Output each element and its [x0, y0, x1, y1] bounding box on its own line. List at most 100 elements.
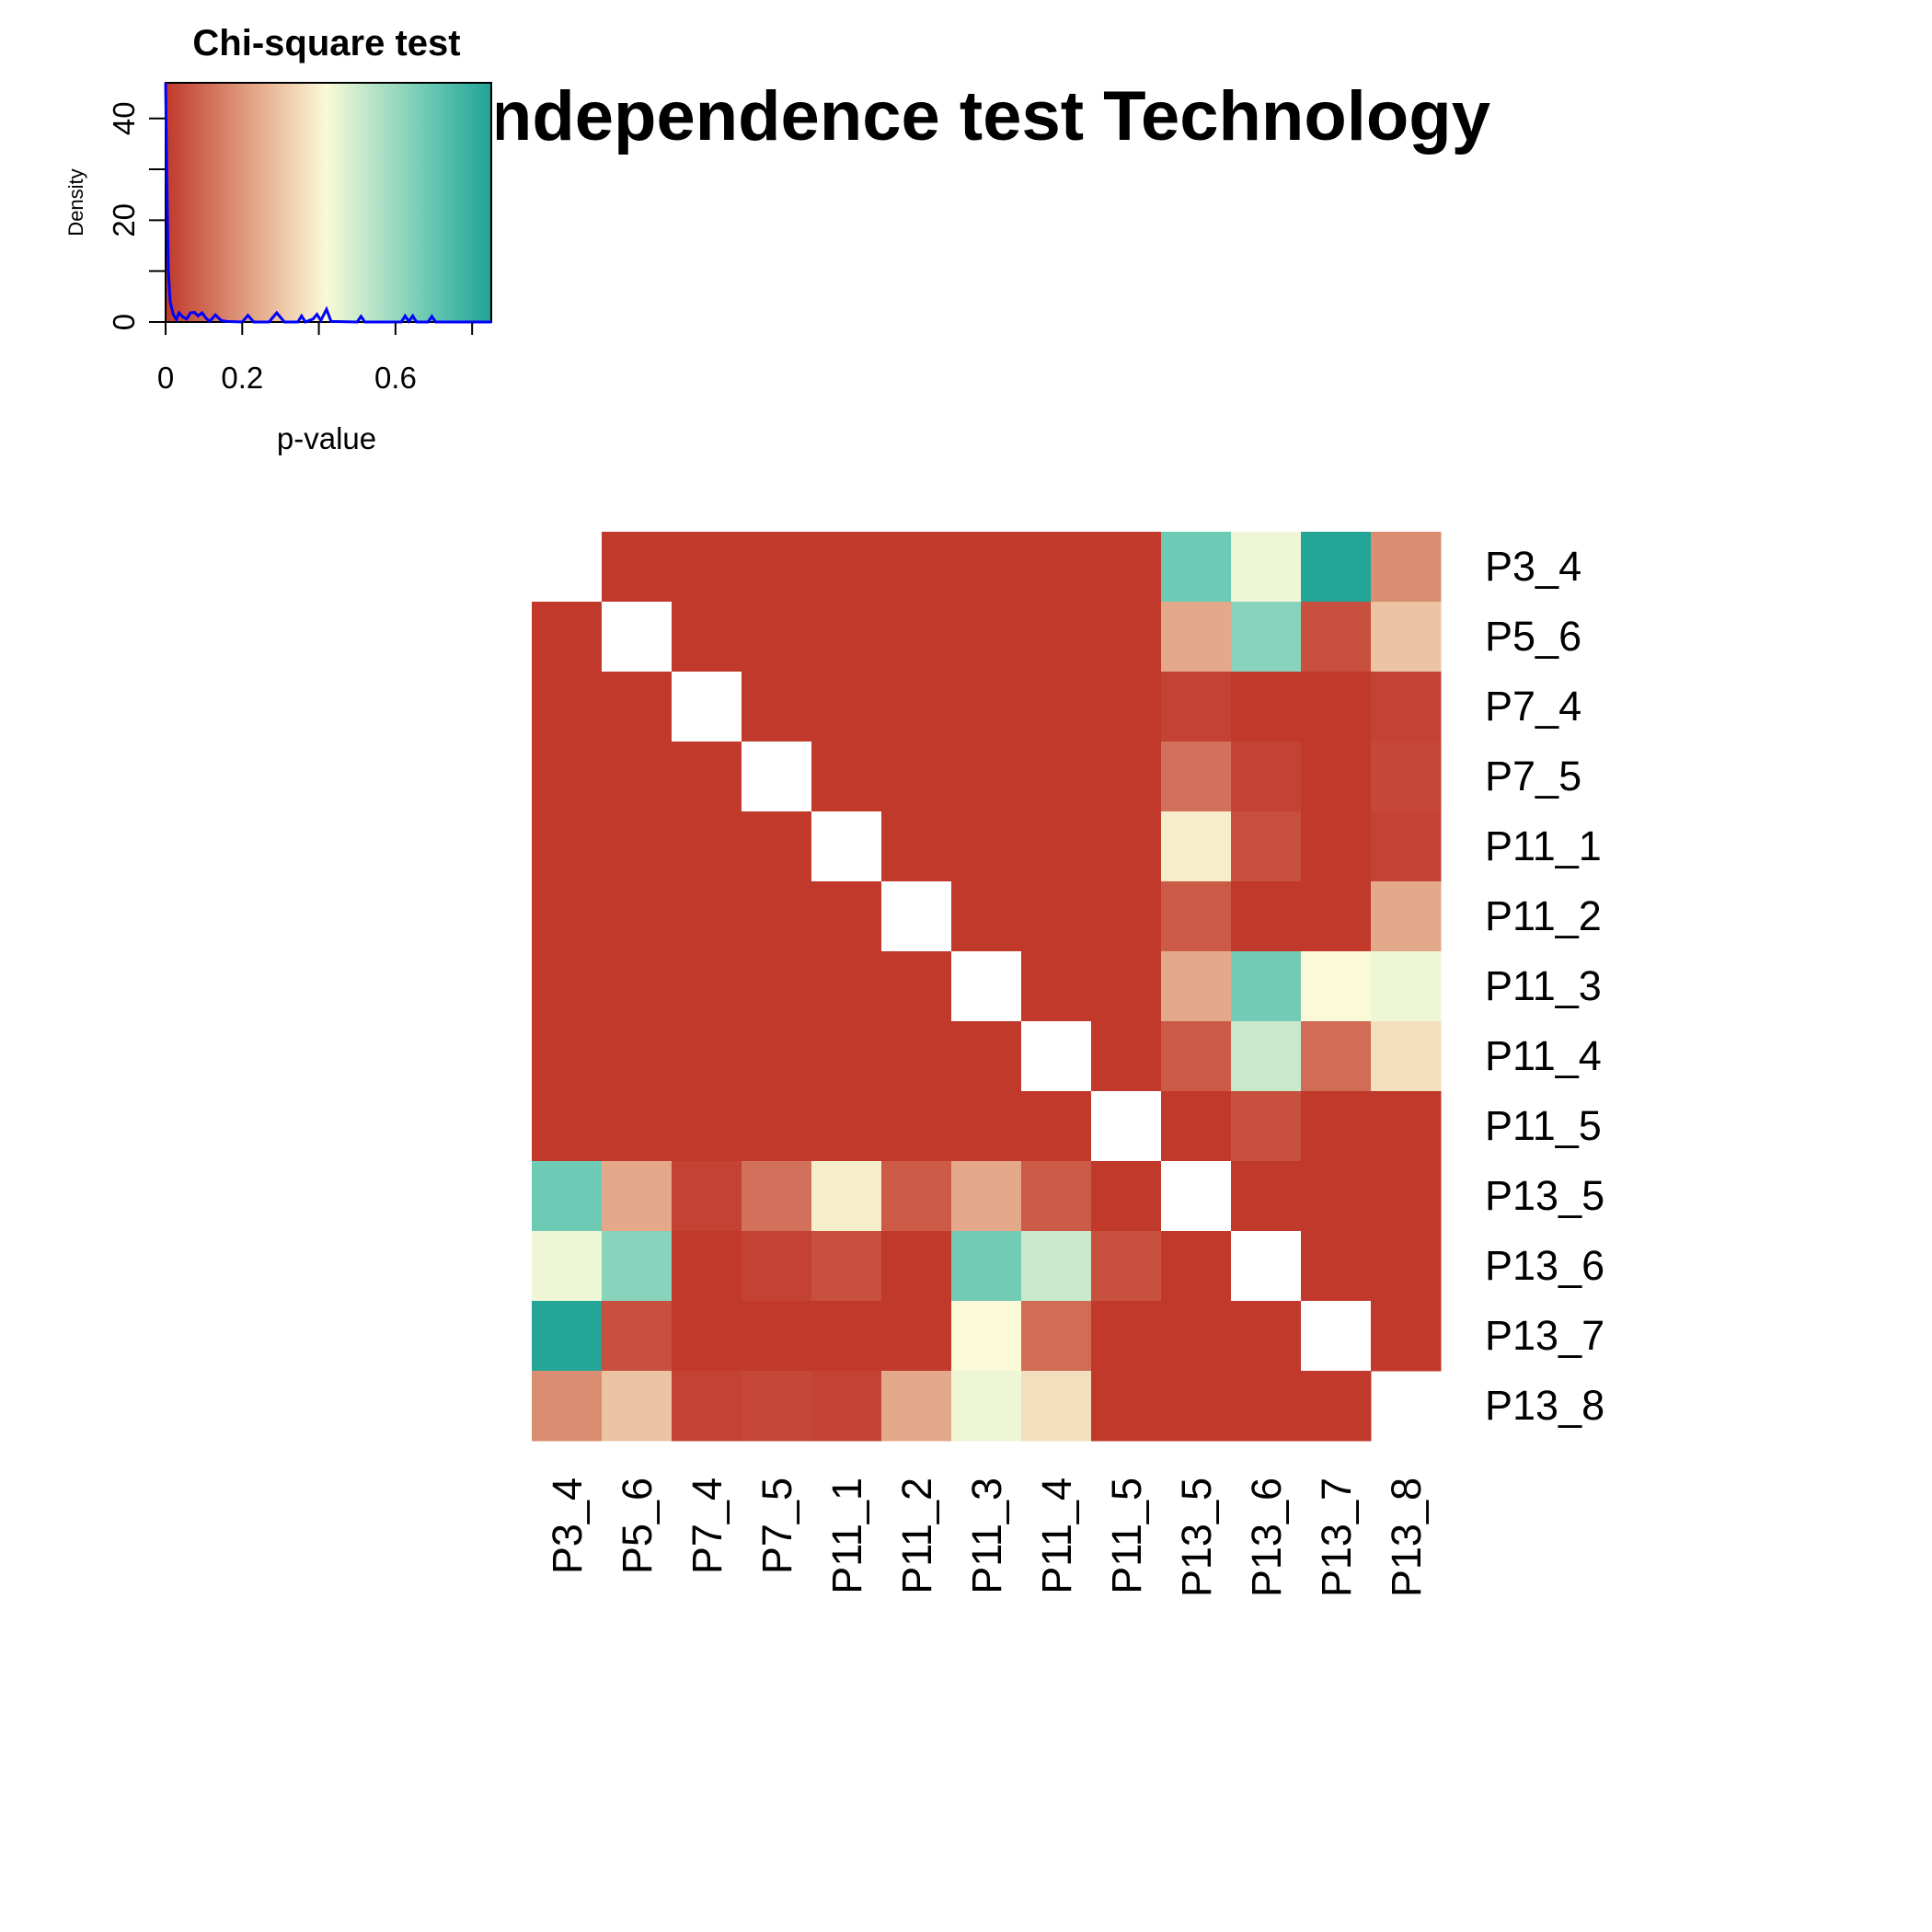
column-label: P7_5 [753, 1478, 800, 1574]
heatmap-cell [602, 602, 673, 673]
row-label: P3_4 [1485, 543, 1581, 590]
heatmap-cell [1091, 1371, 1162, 1442]
heatmap-cell [811, 672, 882, 742]
heatmap-cell [1161, 672, 1232, 742]
heatmap-cell [1371, 532, 1442, 603]
heatmap-cell [532, 1161, 603, 1232]
y-tick-label: 0 [107, 314, 141, 330]
heatmap-cell [881, 881, 952, 952]
row-label: P13_6 [1485, 1242, 1604, 1289]
heatmap-cell [881, 602, 952, 673]
heatmap-cell [1161, 1231, 1232, 1302]
heatmap-cell [881, 951, 952, 1022]
heatmap-cell [1021, 1231, 1092, 1302]
heatmap-cell [1371, 672, 1442, 742]
heatmap-cell [742, 951, 812, 1022]
heatmap-cell [951, 742, 1022, 812]
heatmap-cell [881, 742, 952, 812]
heatmap-cell [602, 742, 673, 812]
heatmap-cell [602, 1021, 673, 1092]
heatmap-cell [811, 1301, 882, 1372]
column-labels: P3_4 P5_6 P7_4 P7_5 P11_1 P11_2 P11_3 P11_4 P11_… [544, 1478, 1430, 1597]
column-label: P11_3 [963, 1478, 1010, 1594]
x-tick-label: 0.6 [374, 361, 417, 395]
heatmap-cell [811, 1161, 882, 1232]
row-label: P11_4 [1485, 1032, 1602, 1079]
heatmap-cell [1161, 1091, 1232, 1162]
y-tick-label: 20 [107, 203, 141, 237]
heatmap-cell [1371, 1231, 1442, 1302]
color-key-ylabel: Density [64, 168, 87, 236]
heatmap-cell [951, 1091, 1022, 1162]
heatmap-cell [881, 672, 952, 742]
heatmap-cell [532, 1091, 603, 1162]
column-label: P13_7 [1313, 1478, 1360, 1597]
heatmap-cell [1371, 811, 1442, 882]
heatmap-cell [1161, 1301, 1232, 1372]
row-label: P11_1 [1485, 822, 1602, 869]
heatmap-cell [1161, 1161, 1232, 1232]
heatmap-cell [811, 742, 882, 812]
heatmap-cell [1091, 1091, 1162, 1162]
heatmap-cell [1021, 1021, 1092, 1092]
heatmap-cell [1301, 1371, 1372, 1442]
heatmap-cell [672, 1371, 742, 1442]
chart-title: ndependence test Technology [489, 77, 1490, 155]
heatmap-cell [742, 881, 812, 952]
heatmap-cell [1091, 532, 1162, 603]
heatmap-cell [602, 1371, 673, 1442]
heatmap-cell [1231, 1091, 1302, 1162]
heatmap-cell [811, 532, 882, 603]
heatmap-cell [602, 1301, 673, 1372]
heatmap-cell [1091, 1161, 1162, 1232]
heatmap-cell [672, 532, 742, 603]
x-tick-label: 0.2 [221, 361, 263, 395]
heatmap-cell [672, 1021, 742, 1092]
heatmap-cell [602, 1231, 673, 1302]
density-curve [164, 82, 491, 325]
heatmap-cell [1371, 951, 1442, 1022]
heatmap-cell [951, 1231, 1022, 1302]
heatmap-cell [1021, 881, 1092, 952]
heatmap-cell [951, 1371, 1022, 1442]
heatmap-cell [1301, 951, 1372, 1022]
heatmap-cell [742, 1231, 812, 1302]
heatmap-cell [672, 1301, 742, 1372]
heatmap-cell [672, 1161, 742, 1232]
heatmap-cell [1371, 602, 1442, 673]
heatmap-cell [602, 951, 673, 1022]
heatmap-cell [1231, 1161, 1302, 1232]
color-key-title: Chi-square test [192, 23, 460, 63]
heatmap-cell [1231, 951, 1302, 1022]
heatmap-cell [1021, 1371, 1092, 1442]
heatmap-cell [1161, 602, 1232, 673]
heatmap-cell [811, 1091, 882, 1162]
heatmap-cell [1091, 951, 1162, 1022]
heatmap-cell [602, 532, 673, 603]
heatmap-cell [742, 1091, 812, 1162]
heatmap-cell [532, 881, 603, 952]
heatmap-cell [951, 881, 1022, 952]
column-label: P7_4 [684, 1478, 730, 1574]
row-label: P5_6 [1485, 613, 1581, 660]
heatmap-cell [1231, 602, 1302, 673]
heatmap-cell [1021, 1301, 1092, 1372]
heatmap-cell [1231, 532, 1302, 603]
column-label: P13_5 [1173, 1478, 1220, 1597]
heatmap-cell [1161, 951, 1232, 1022]
heatmap-cell [532, 602, 603, 673]
heatmap-cell [881, 811, 952, 882]
heatmap-cell [1161, 1021, 1232, 1092]
row-label: P13_8 [1485, 1382, 1604, 1429]
heatmap-cell [1091, 811, 1162, 882]
heatmap-cell [1231, 672, 1302, 742]
heatmap-cell [532, 951, 603, 1022]
heatmap-cell [672, 811, 742, 882]
heatmap-cell [742, 1371, 812, 1442]
color-key-xlabel: p-value [277, 421, 376, 455]
column-label: P11_1 [823, 1478, 870, 1594]
heatmap-cell [1301, 1091, 1372, 1162]
heatmap-cell [532, 672, 603, 742]
column-label: P3_4 [544, 1478, 591, 1574]
row-label: P11_5 [1485, 1102, 1602, 1149]
